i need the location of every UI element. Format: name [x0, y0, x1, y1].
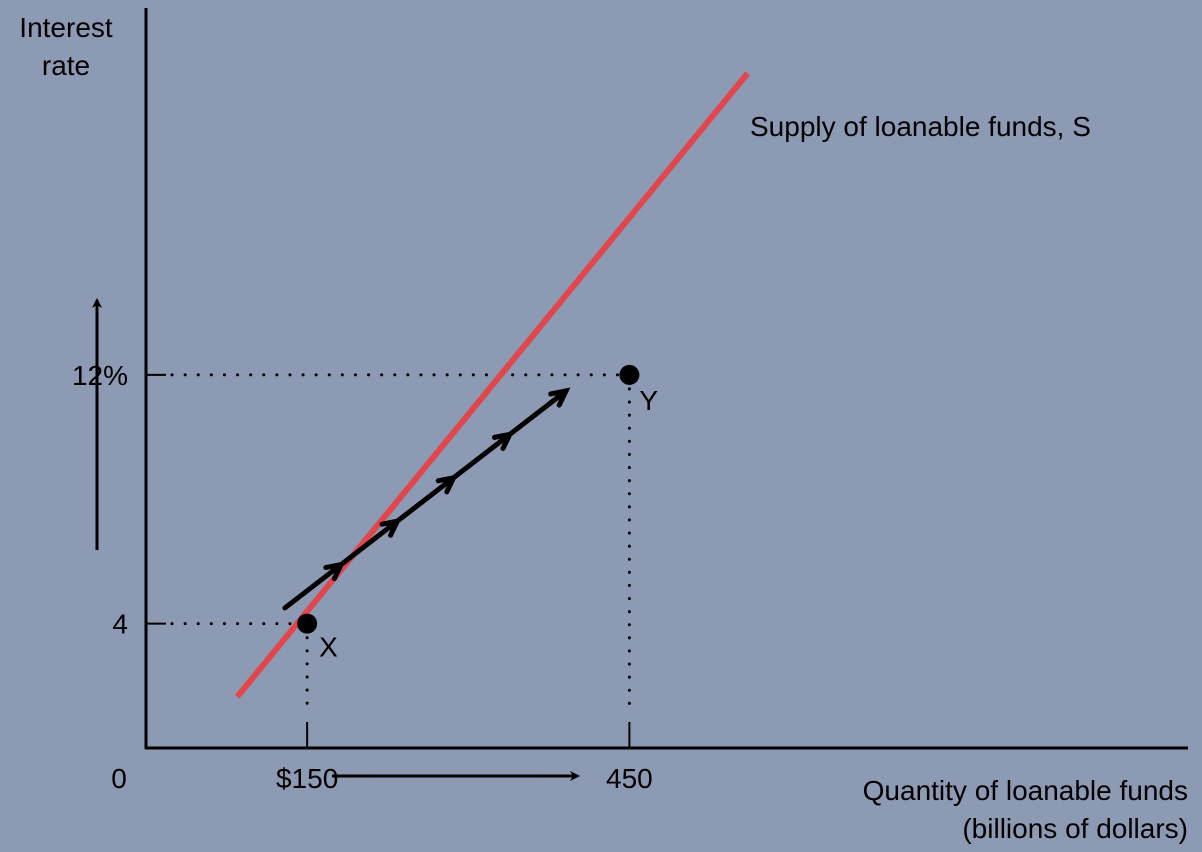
origin-label: 0	[111, 763, 127, 794]
point-y	[619, 364, 640, 385]
point-x	[297, 613, 318, 634]
supply-line	[234, 71, 750, 699]
x-axis-label-line1: Quantity of loanable funds	[863, 775, 1188, 806]
point-y-label: Y	[639, 385, 658, 416]
y-tick-label-4: 4	[112, 609, 128, 640]
supply-line-label: Supply of loanable funds, S	[750, 111, 1091, 142]
movement-along-supply-arrow	[282, 387, 571, 611]
point-x-label: X	[319, 632, 338, 663]
y-axis-label-line2: rate	[42, 50, 90, 81]
x-tick-label-450: 450	[606, 763, 653, 794]
y-tick-label-12: 12%	[72, 360, 128, 391]
x-axis-label-line2: (billions of dollars)	[962, 813, 1188, 844]
x-tick-label-150: $150	[276, 763, 338, 794]
y-axis-label-line1: Interest	[19, 12, 113, 43]
